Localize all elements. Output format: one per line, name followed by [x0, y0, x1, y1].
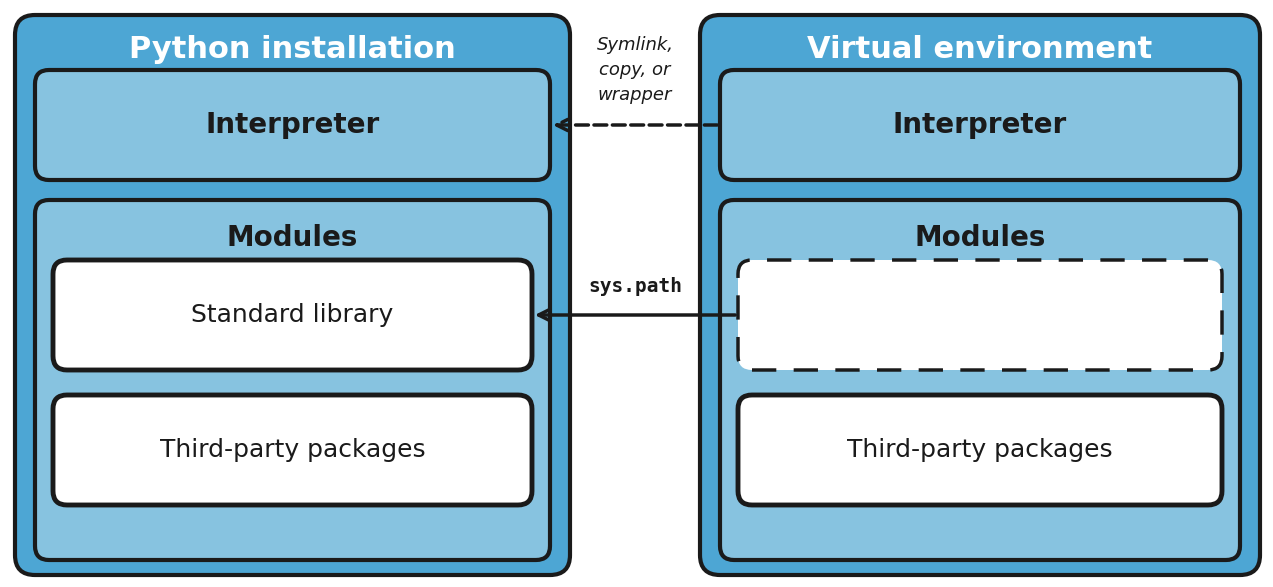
FancyBboxPatch shape	[53, 395, 532, 505]
FancyBboxPatch shape	[721, 200, 1240, 560]
FancyBboxPatch shape	[15, 15, 570, 575]
FancyBboxPatch shape	[34, 200, 550, 560]
Text: Third-party packages: Third-party packages	[159, 438, 425, 462]
Text: Virtual environment: Virtual environment	[807, 35, 1152, 65]
Text: Modules: Modules	[914, 224, 1045, 252]
FancyBboxPatch shape	[738, 395, 1222, 505]
FancyBboxPatch shape	[34, 70, 550, 180]
FancyBboxPatch shape	[738, 260, 1222, 370]
FancyBboxPatch shape	[700, 15, 1260, 575]
Text: Modules: Modules	[227, 224, 358, 252]
Text: Interpreter: Interpreter	[205, 111, 379, 139]
Text: sys.path: sys.path	[588, 278, 682, 296]
Text: Interpreter: Interpreter	[892, 111, 1067, 139]
FancyBboxPatch shape	[53, 260, 532, 370]
Text: Python installation: Python installation	[129, 35, 456, 65]
Text: Third-party packages: Third-party packages	[848, 438, 1113, 462]
Text: Standard library: Standard library	[191, 303, 393, 327]
FancyBboxPatch shape	[721, 70, 1240, 180]
Text: Symlink,
copy, or
wrapper: Symlink, copy, or wrapper	[597, 36, 673, 104]
